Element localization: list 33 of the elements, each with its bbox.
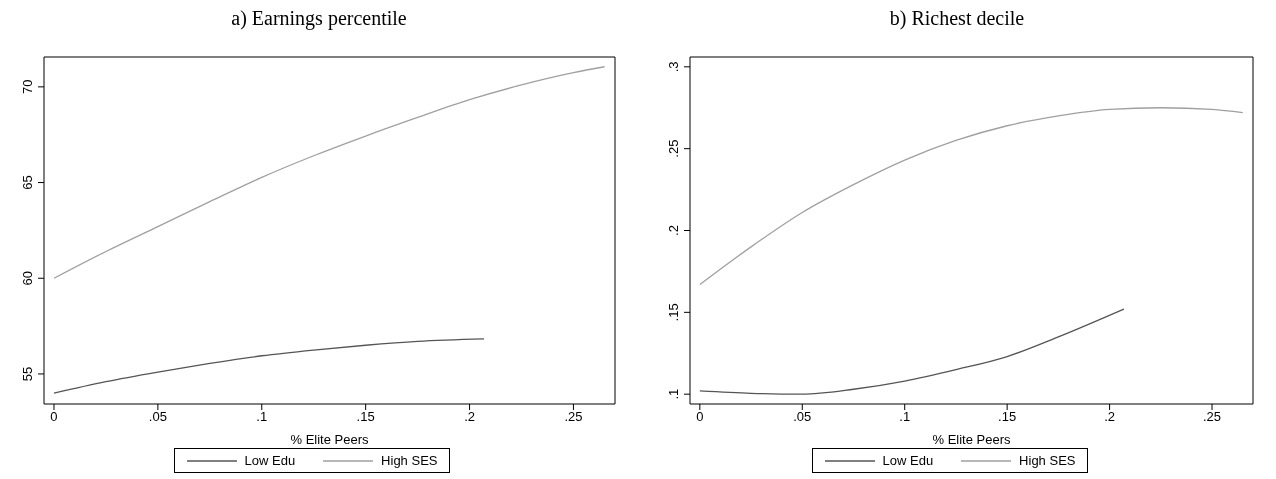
x-tick-label: 0 [50,409,58,425]
legend-label: Low Edu [244,453,296,468]
x-tick-label: 0 [696,409,704,425]
x-tick-label: .1 [899,409,911,425]
y-tick-label: 65 [20,175,35,190]
line-series [699,107,1244,286]
x-tick-label: .05 [148,409,167,425]
line-series [699,308,1125,395]
x-tick-label: .15 [998,409,1017,425]
y-tick-label: 70 [20,79,35,95]
line-series [53,66,606,279]
x-axis-title: % Elite Peers [290,432,370,447]
y-tick-label: .1 [666,388,681,400]
x-tick-label: .25 [564,409,583,425]
x-tick-label: .2 [464,409,475,425]
x-tick-label: .1 [256,409,268,425]
x-tick-label: .05 [793,409,812,425]
legend-label: High SES [1019,453,1076,468]
y-tick-label: .15 [666,303,681,322]
y-tick-label: .25 [666,139,681,158]
x-tick-label: .2 [1104,409,1116,425]
chart-title: a) Earnings percentile [230,6,408,32]
x-tick-label: .15 [356,409,375,425]
line-series [53,338,485,394]
y-tick-label: 55 [20,366,35,382]
legend-label: High SES [381,453,438,468]
chart-title: b) Richest decile [888,6,1026,32]
y-tick-label: .3 [666,61,681,73]
x-axis-title: % Elite Peers [932,432,1012,447]
x-tick-label: .25 [1202,409,1222,425]
y-tick-label: .2 [666,225,681,236]
legend-label: Low Edu [882,453,934,468]
y-tick-label: 60 [20,271,35,286]
